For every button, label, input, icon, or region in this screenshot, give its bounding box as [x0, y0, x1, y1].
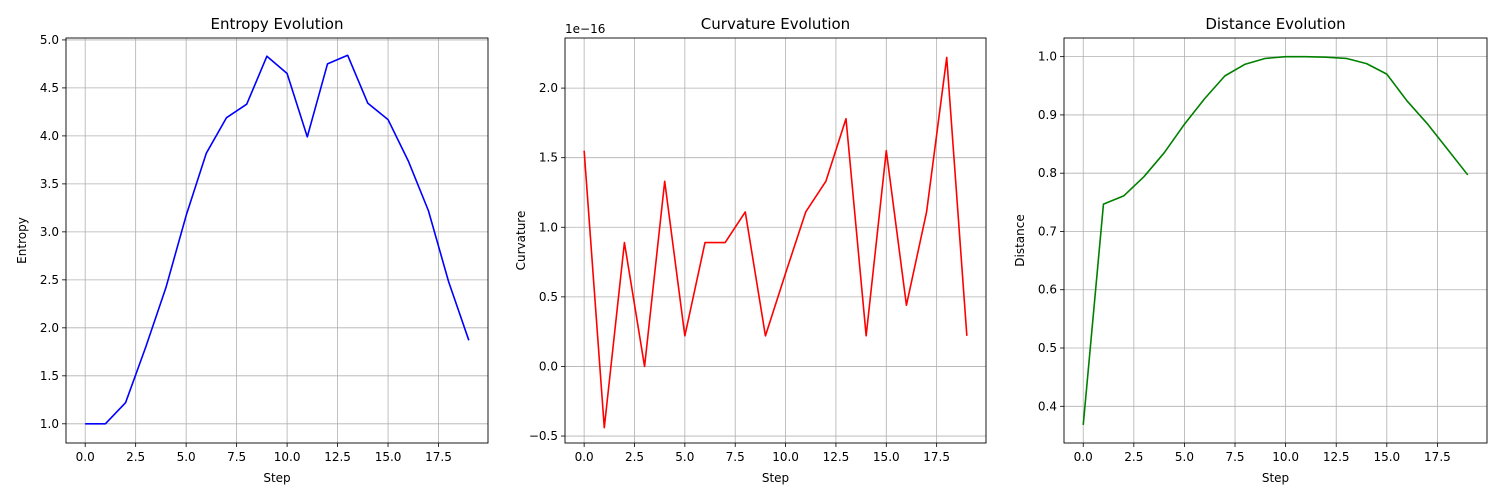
y-tick-label: 0.6 — [1038, 283, 1057, 297]
x-tick-label: 0.0 — [575, 450, 594, 464]
x-tick-label: 10.0 — [1272, 450, 1299, 464]
x-tick-label: 5.0 — [177, 450, 196, 464]
x-tick-label: 12.5 — [324, 450, 351, 464]
x-tick-label: 2.5 — [625, 450, 644, 464]
x-tick-label: 15.0 — [873, 450, 900, 464]
x-axis-label: Step — [1262, 471, 1289, 485]
x-tick-label: 2.5 — [1124, 450, 1143, 464]
x-tick-label: 15.0 — [375, 450, 402, 464]
x-tick-label: 17.5 — [1424, 450, 1451, 464]
chart-title: Distance Evolution — [1205, 15, 1345, 33]
y-tick-label: 4.5 — [40, 81, 59, 95]
subplot-3: 0.0 2.5 5.0 7.5 10.0 12.5 15.0 17.5 0.4 0.5 0.6 0.7… — [1013, 15, 1488, 485]
y-tick-label: 0.0 — [539, 359, 558, 373]
y-axis-label: Curvature — [514, 211, 528, 271]
x-tick-label: 17.5 — [923, 450, 950, 464]
y-tick-label: 3.5 — [40, 177, 59, 191]
y-tick-label: 2.0 — [539, 81, 558, 95]
y-tick-label: 1.5 — [40, 369, 59, 383]
x-tick-label: 7.5 — [1225, 450, 1244, 464]
y-tick-label: 3.0 — [40, 225, 59, 239]
y-tick-label: 5.0 — [40, 33, 59, 47]
y-tick-label: 1.5 — [539, 151, 558, 165]
axes-frame — [1063, 37, 1488, 444]
subplot-1: 0.0 2.5 5.0 7.5 10.0 12.5 15.0 17.5 1.0 1.5 2.0 2.5… — [15, 15, 489, 485]
x-axis-label: Step — [762, 471, 789, 485]
x-tick-label: 12.5 — [823, 450, 850, 464]
y-tick-label: 4.0 — [40, 129, 59, 143]
x-axis-label: Step — [263, 471, 290, 485]
subplot-2: 0.0 2.5 5.0 7.5 10.0 12.5 15.0 17.5 −0.5 0.0 0.5 1.… — [514, 15, 987, 485]
x-tick-label: 10.0 — [274, 450, 301, 464]
x-tick-label: 5.0 — [1175, 450, 1194, 464]
y-tick-label: 2.5 — [40, 273, 59, 287]
y-tick-label: −0.5 — [529, 429, 558, 443]
series-line — [85, 54, 470, 425]
y-tick-label: 0.8 — [1038, 166, 1057, 180]
series-line — [583, 56, 968, 429]
axes-frame — [564, 37, 987, 444]
y-tick-label: 1.0 — [539, 220, 558, 234]
series-line — [1082, 55, 1469, 426]
y-tick-label: 2.0 — [40, 321, 59, 335]
x-tick-label: 10.0 — [772, 450, 799, 464]
chart-title: Entropy Evolution — [211, 15, 344, 33]
y-tick-label: 1.0 — [40, 417, 59, 431]
y-tick-label: 0.5 — [1038, 341, 1057, 355]
chart-title: Curvature Evolution — [701, 15, 850, 33]
x-tick-label: 15.0 — [1373, 450, 1400, 464]
x-tick-label: 0.0 — [1074, 450, 1093, 464]
x-tick-label: 2.5 — [126, 450, 145, 464]
x-tick-label: 5.0 — [675, 450, 694, 464]
x-tick-label: 7.5 — [227, 450, 246, 464]
y-axis-label: Entropy — [15, 217, 29, 264]
x-tick-label: 0.0 — [76, 450, 95, 464]
y-axis-label: Distance — [1013, 214, 1027, 266]
y-tick-label: 0.5 — [539, 290, 558, 304]
axis-offset-text: 1e−16 — [565, 22, 605, 36]
y-tick-label: 0.9 — [1038, 108, 1057, 122]
y-tick-label: 0.4 — [1038, 399, 1057, 413]
axes-frame — [65, 37, 489, 444]
x-tick-label: 7.5 — [726, 450, 745, 464]
y-tick-label: 1.0 — [1038, 50, 1057, 64]
x-tick-label: 17.5 — [425, 450, 452, 464]
x-tick-label: 12.5 — [1323, 450, 1350, 464]
y-tick-label: 0.7 — [1038, 224, 1057, 238]
